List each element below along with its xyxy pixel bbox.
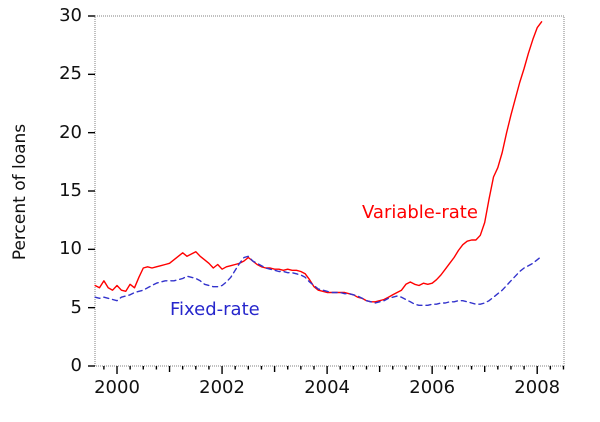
- series-label-fixed-rate: Fixed-rate: [170, 299, 260, 320]
- x-tick-label: 2002: [199, 377, 245, 398]
- y-tick-label: 25: [59, 63, 82, 85]
- plot-frame: [94, 15, 565, 367]
- y-tick-label: 15: [59, 180, 82, 201]
- series-label-variable-rate: Variable-rate: [362, 202, 478, 223]
- x-tick-label: 2004: [304, 377, 351, 398]
- y-tick-label: 30: [59, 5, 82, 26]
- y-axis-title: Percent of loans: [10, 123, 30, 261]
- variable-rate-line: [94, 21, 543, 303]
- x-tick-label: 2006: [409, 377, 456, 398]
- y-tick-label: 5: [70, 296, 82, 318]
- fixed-rate-line: [94, 255, 543, 306]
- x-tick-label: 2008: [514, 377, 561, 398]
- y-tick-label: 20: [59, 121, 82, 143]
- x-tick-label: 2000: [94, 377, 140, 398]
- y-tick-label: 10: [59, 238, 82, 260]
- y-tick-label: 0: [70, 355, 82, 376]
